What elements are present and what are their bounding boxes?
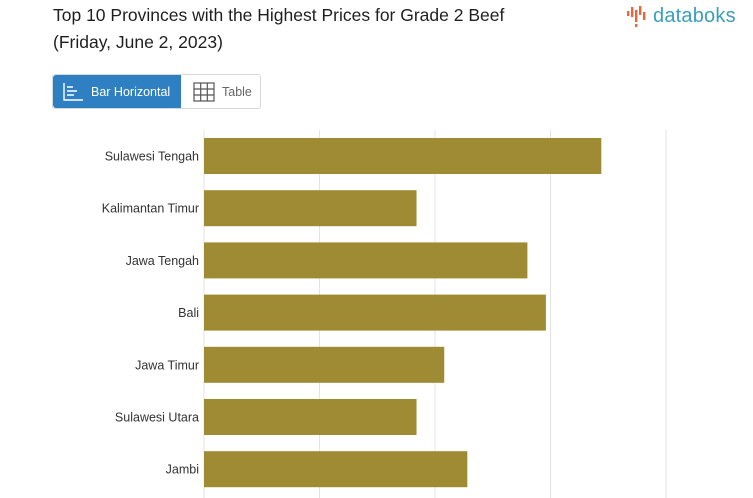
databoks-logo[interactable]: databoks [626, 3, 736, 29]
table-button[interactable]: Table [181, 75, 252, 108]
category-label: Jawa Tengah [126, 254, 199, 268]
category-label: Sulawesi Tengah [105, 150, 199, 164]
category-label: Bali [178, 306, 199, 320]
bar[interactable] [204, 399, 417, 435]
category-label: Jawa Timur [135, 358, 199, 372]
chart-title-line-1: Top 10 Provinces with the Highest Prices… [53, 5, 505, 25]
bar[interactable] [204, 190, 417, 227]
bar-horizontal-label: Bar Horizontal [91, 84, 171, 99]
category-label: Jambi [166, 463, 199, 477]
view-toggle: Bar Horizontal Table [52, 74, 261, 109]
category-label: Sulawesi Utara [115, 411, 199, 425]
bar[interactable] [204, 138, 602, 174]
bar[interactable] [204, 294, 546, 331]
chart-title: Top 10 Provinces with the Highest Prices… [53, 2, 613, 56]
category-label: Kalimantan Timur [102, 202, 199, 216]
table-label: Table [222, 84, 252, 99]
chart-title-line-2: (Friday, June 2, 2023) [53, 32, 223, 52]
bar[interactable] [204, 346, 445, 383]
bar-horizontal-icon [63, 82, 83, 101]
logo-text: databoks [653, 4, 736, 27]
table-icon [193, 81, 215, 102]
bar-horizontal-button[interactable]: Bar Horizontal [53, 75, 181, 108]
bar[interactable] [204, 451, 468, 488]
bar[interactable] [204, 242, 528, 279]
logo-bars-icon [627, 6, 646, 27]
